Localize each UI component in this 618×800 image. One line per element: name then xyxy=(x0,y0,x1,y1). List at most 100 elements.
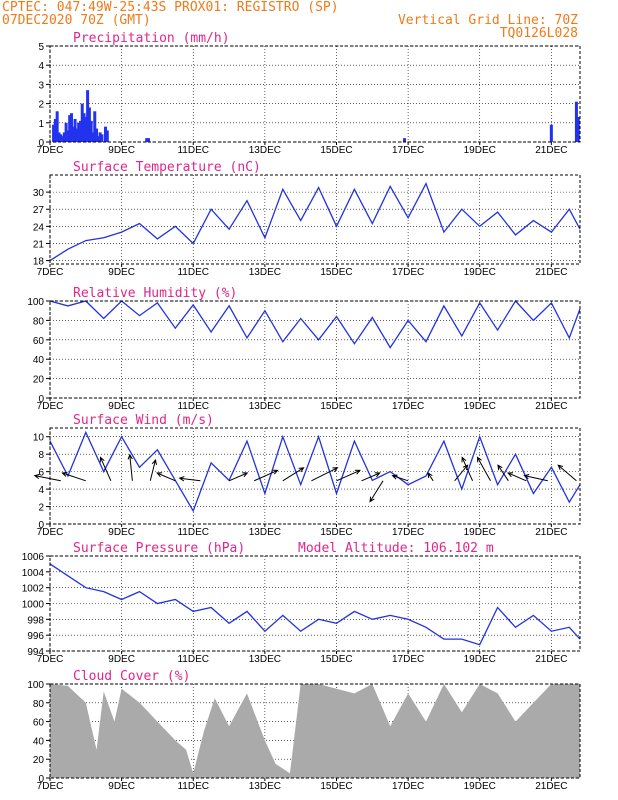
cloud-xtick-label: 7DEC xyxy=(37,781,64,792)
temp-ytick-label: 24 xyxy=(33,222,45,233)
cloud-frame xyxy=(49,683,581,779)
cloud-panel-title: Cloud Cover (%) xyxy=(73,669,190,684)
precip-bar xyxy=(71,126,75,142)
precip-xtick-label: 17DEC xyxy=(392,145,424,156)
rh-xtick-label: 13DEC xyxy=(249,401,281,412)
rh-xtick-label: 17DEC xyxy=(392,401,424,412)
wind-ytick-label: 0 xyxy=(38,520,44,531)
precip-bar xyxy=(576,117,580,142)
wind-vector-arrow xyxy=(253,469,279,482)
wind-vector-arrow xyxy=(61,471,86,482)
precip-bar xyxy=(89,120,93,142)
temp-xtick-label: 21DEC xyxy=(535,267,567,278)
header-run-date: 07DEC2020 70Z (GMT) xyxy=(2,13,151,28)
pres-xtick-label: 19DEC xyxy=(464,654,496,665)
cloud-ytick-label: 40 xyxy=(33,736,45,747)
wind-vector-arrow xyxy=(228,472,249,482)
precip-bar xyxy=(59,134,63,142)
precip-xtick-label: 15DEC xyxy=(320,145,352,156)
cloud-ytick-label: 100 xyxy=(27,680,44,691)
precip-bar xyxy=(146,138,150,142)
rh-xtick-label: 7DEC xyxy=(37,401,64,412)
temp-xtick-label: 19DEC xyxy=(464,267,496,278)
precip-bar xyxy=(66,130,70,142)
precip-bar xyxy=(93,111,97,142)
cloud-xtick-label: 21DEC xyxy=(535,781,567,792)
cloud-ytick-label: 20 xyxy=(33,755,45,766)
wind-vector-arrow xyxy=(461,456,474,482)
precip-bar xyxy=(55,111,59,142)
rh-ytick-label: 40 xyxy=(33,355,45,366)
wind-ytick-label: 6 xyxy=(38,468,44,479)
cloud-area xyxy=(50,684,580,778)
cloud-ytick-label: 0 xyxy=(38,774,44,785)
pres-ytick-label: 994 xyxy=(27,647,44,658)
wind-xtick-label: 9DEC xyxy=(108,527,135,538)
wind-xtick-label: 19DEC xyxy=(464,527,496,538)
precip-bar xyxy=(68,115,72,142)
pres-xtick-label: 11DEC xyxy=(177,654,209,665)
precip-xtick-label: 11DEC xyxy=(177,145,209,156)
pres-xtick-label: 17DEC xyxy=(392,654,424,665)
temp-ytick-label: 21 xyxy=(33,239,45,250)
precip-bar xyxy=(61,136,65,142)
pres-ytick-label: 1002 xyxy=(22,584,45,595)
precip-bar xyxy=(574,101,578,142)
temp-xtick-label: 7DEC xyxy=(37,267,64,278)
wind-vector-arrow xyxy=(361,472,381,482)
precip-xtick-label: 7DEC xyxy=(37,145,64,156)
precip-ytick-label: 2 xyxy=(38,100,44,111)
wind-series-line xyxy=(49,430,581,513)
rh-frame xyxy=(49,300,581,399)
precip-xtick-label: 13DEC xyxy=(249,145,281,156)
pres-frame xyxy=(49,555,581,652)
wind-ytick-label: 8 xyxy=(38,450,44,461)
pres-xtick-label: 7DEC xyxy=(37,654,64,665)
precip-bar xyxy=(77,122,81,142)
temp-xtick-label: 9DEC xyxy=(108,267,135,278)
wind-vector-arrow xyxy=(336,469,361,482)
cloud-xtick-label: 19DEC xyxy=(464,781,496,792)
precip-bar xyxy=(549,124,553,142)
precip-xtick-label: 9DEC xyxy=(108,145,135,156)
temp-xtick-label: 15DEC xyxy=(320,267,352,278)
rh-xtick-label: 15DEC xyxy=(320,401,352,412)
precip-bar xyxy=(98,132,102,142)
temp-series-line xyxy=(49,182,581,262)
pres-ytick-label: 1000 xyxy=(22,600,45,611)
temp-xtick-label: 17DEC xyxy=(392,267,424,278)
cloud-xtick-label: 9DEC xyxy=(108,781,135,792)
wind-ytick-label: 10 xyxy=(33,433,45,444)
pres-xtick-label: 9DEC xyxy=(108,654,135,665)
rh-ytick-label: 20 xyxy=(33,375,45,386)
rh-xtick-label: 11DEC xyxy=(177,401,209,412)
wind-vector-arrow xyxy=(391,474,409,482)
precip-bar xyxy=(86,90,90,142)
wind-xtick-label: 7DEC xyxy=(37,527,64,538)
precip-panel-title: Precipitation (mm/h) xyxy=(73,31,230,46)
pres-series-line xyxy=(49,563,581,646)
precip-bar xyxy=(96,136,100,142)
rh-xtick-label: 9DEC xyxy=(108,401,135,412)
wind-vector-arrow xyxy=(33,473,61,482)
wind-vector-arrow xyxy=(523,473,548,482)
temp-ytick-label: 27 xyxy=(33,205,45,216)
wind-vector-arrow xyxy=(557,464,577,482)
wind-vector-arrow xyxy=(149,458,157,481)
wind-vector-arrow xyxy=(127,453,133,481)
precip-xtick-label: 19DEC xyxy=(464,145,496,156)
wind-xtick-label: 17DEC xyxy=(392,527,424,538)
temp-ytick-label: 18 xyxy=(33,257,45,268)
precip-bar xyxy=(82,113,86,142)
rh-series-line xyxy=(49,299,581,349)
precip-bar xyxy=(73,118,77,142)
wind-xtick-label: 21DEC xyxy=(535,527,567,538)
pres-xtick-label: 21DEC xyxy=(535,654,567,665)
precip-ytick-label: 5 xyxy=(38,42,44,53)
rh-ytick-label: 80 xyxy=(33,316,45,327)
wind-vector-arrow xyxy=(99,456,112,482)
precip-bar xyxy=(105,130,109,142)
wind-vector-arrow xyxy=(282,467,305,482)
precip-bar xyxy=(87,107,91,142)
pres-ytick-label: 996 xyxy=(27,631,44,642)
